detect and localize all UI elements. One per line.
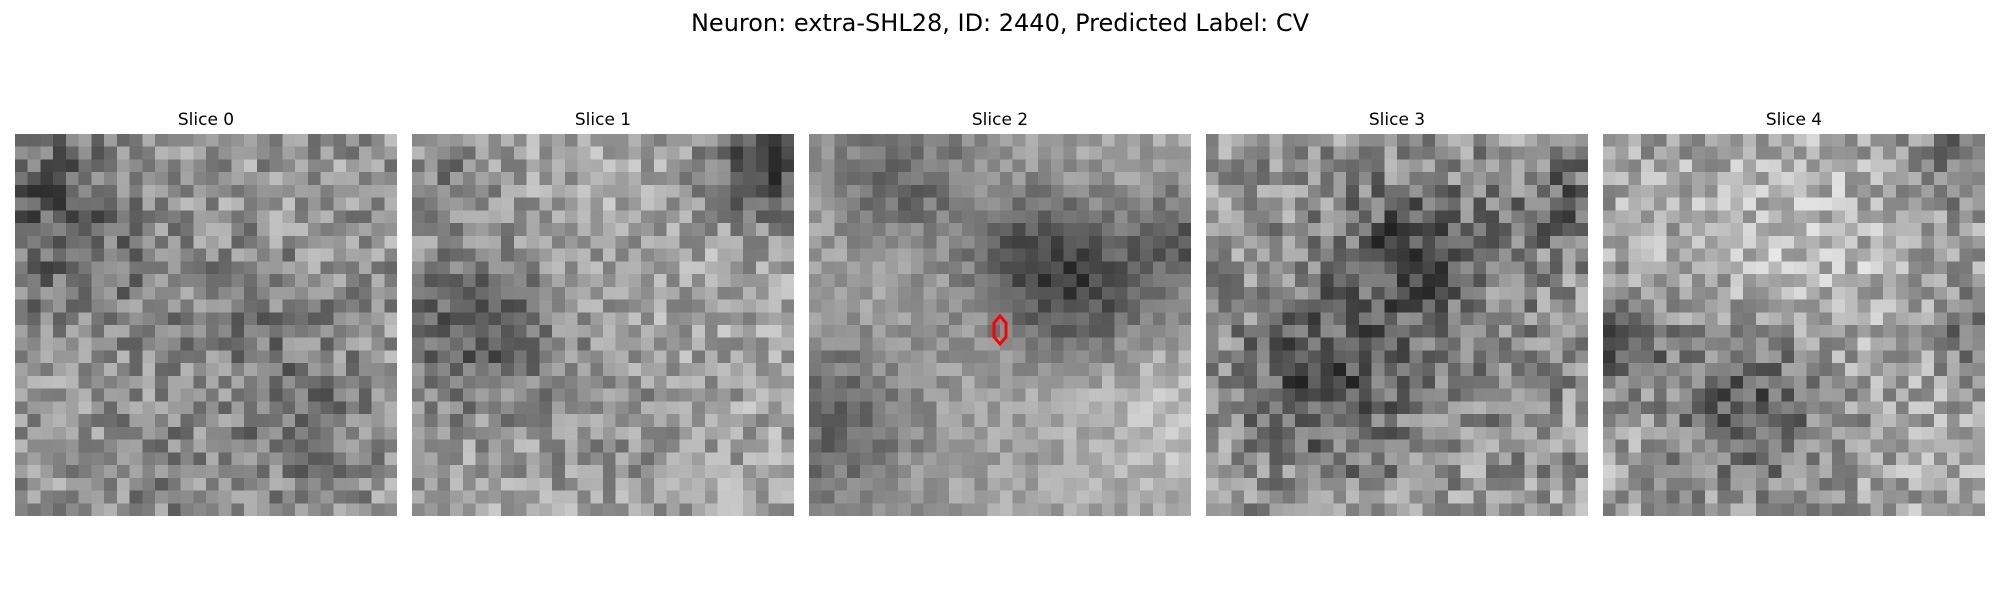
slice-image-2 xyxy=(809,134,1191,516)
slice-image-4 xyxy=(1603,134,1985,516)
slice-image-3 xyxy=(1206,134,1588,516)
slice-image-0 xyxy=(15,134,397,516)
slice-title-1: Slice 1 xyxy=(574,110,632,130)
slice-image-1 xyxy=(412,134,794,516)
slice-title-2: Slice 2 xyxy=(971,110,1029,130)
figure-title: Neuron: extra-SHL28, ID: 2440, Predicted… xyxy=(690,9,1310,37)
slice-title-0: Slice 0 xyxy=(177,110,235,130)
slice-title-3: Slice 3 xyxy=(1368,110,1426,130)
slice-title-4: Slice 4 xyxy=(1765,110,1823,130)
